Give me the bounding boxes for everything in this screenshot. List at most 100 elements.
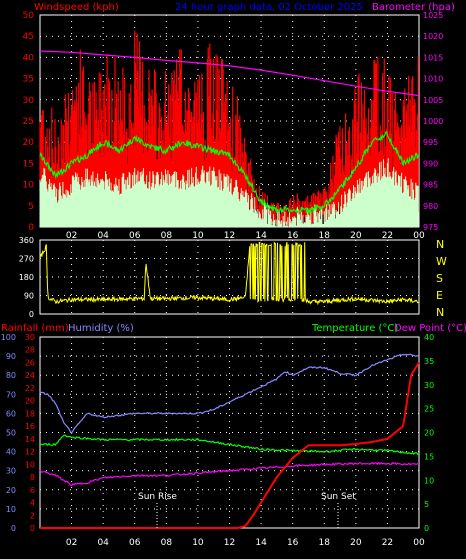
rainfall-tick-label: 18 bbox=[25, 409, 35, 418]
x-tick-label-bottom: 14 bbox=[255, 538, 267, 548]
x-tick-label-top: 20 bbox=[350, 231, 362, 241]
windspeed-tick-label: 10 bbox=[23, 181, 35, 191]
barometer-tick-label: 980 bbox=[423, 202, 438, 211]
rainfall-tick-label: 0 bbox=[30, 524, 35, 533]
temperature-tick-label: 5 bbox=[424, 500, 429, 509]
barometer-tick-label: 1025 bbox=[423, 11, 443, 20]
humidity-tick-label: 70 bbox=[6, 390, 16, 399]
rainfall-tick-label: 6 bbox=[30, 486, 35, 495]
rainfall-tick-label: 26 bbox=[25, 358, 35, 367]
windspeed-tick-label: 20 bbox=[23, 138, 35, 148]
x-tick-label-top: 10 bbox=[192, 231, 204, 241]
rainfall-tick-label: 24 bbox=[25, 371, 35, 380]
rainfall-axis-title: Rainfall (mm) bbox=[1, 323, 69, 334]
barometer-tick-label: 1015 bbox=[423, 53, 443, 62]
humidity-tick-label: 20 bbox=[6, 486, 16, 495]
humidity-axis-title: Humidity (%) bbox=[68, 323, 134, 334]
humidity-tick-label: 40 bbox=[6, 448, 16, 457]
direction-tick-label: 270 bbox=[19, 255, 34, 264]
compass-w: W bbox=[436, 255, 447, 268]
barometer-series bbox=[39, 50, 420, 97]
windspeed-tick-label: 45 bbox=[23, 32, 34, 42]
x-tick-label-bottom: 00 bbox=[413, 538, 425, 548]
temperature-tick-label: 20 bbox=[424, 429, 434, 438]
temperature-series bbox=[40, 434, 420, 456]
windspeed-gust-avg-series bbox=[39, 130, 419, 215]
barometer-axis-title: Barometer (hpa) bbox=[372, 2, 455, 13]
x-tick-label-top: 18 bbox=[319, 231, 331, 241]
humidity-tick-label: 100 bbox=[1, 333, 16, 342]
humidity-series bbox=[39, 353, 420, 434]
windspeed-axis-title: Windspeed (kph) bbox=[34, 2, 119, 13]
x-tick-label-bottom: 12 bbox=[224, 538, 235, 548]
x-tick-label-top: 00 bbox=[413, 231, 425, 241]
rainfall-tick-label: 12 bbox=[25, 448, 35, 457]
windspeed-avg-series bbox=[39, 158, 419, 227]
barometer-tick-label: 1020 bbox=[423, 32, 443, 41]
barometer-tick-label: 1000 bbox=[423, 117, 443, 126]
temperature-tick-label: 10 bbox=[424, 476, 434, 485]
rainfall-tick-label: 16 bbox=[25, 422, 35, 431]
x-tick-label-top: 16 bbox=[287, 231, 299, 241]
dewpoint-axis-title: Dew Point (°C) bbox=[394, 323, 466, 334]
rainfall-tick-label: 30 bbox=[25, 333, 35, 342]
x-tick-label-bottom: 20 bbox=[350, 538, 362, 548]
rainfall-tick-label: 20 bbox=[25, 397, 35, 406]
rainfall-series bbox=[40, 361, 420, 529]
rainfall-tick-label: 14 bbox=[25, 435, 35, 444]
compass-s: S bbox=[436, 272, 443, 285]
dewpoint-series bbox=[39, 461, 420, 487]
x-tick-label-top: 04 bbox=[97, 231, 109, 241]
windspeed-tick-label: 35 bbox=[23, 75, 34, 85]
barometer-tick-label: 975 bbox=[423, 223, 438, 232]
humidity-tick-label: 10 bbox=[6, 505, 16, 514]
windspeed-tick-label: 50 bbox=[23, 11, 35, 21]
temperature-tick-label: 0 bbox=[424, 524, 429, 533]
chart-title: 24 hour graph data, 02 October 2025 bbox=[175, 2, 363, 13]
rainfall-tick-label: 28 bbox=[25, 346, 35, 355]
rainfall-tick-label: 2 bbox=[30, 511, 35, 520]
compass-e: E bbox=[436, 289, 443, 302]
x-tick-label-top: 06 bbox=[129, 231, 141, 241]
windspeed-tick-label: 40 bbox=[23, 53, 35, 63]
x-tick-label-top: 22 bbox=[382, 231, 393, 241]
compass-n-bottom: N bbox=[436, 306, 444, 319]
x-tick-label-bottom: 06 bbox=[129, 538, 141, 548]
x-tick-label-bottom: 02 bbox=[66, 538, 77, 548]
x-tick-label-bottom: 10 bbox=[192, 538, 204, 548]
direction-series bbox=[39, 241, 420, 306]
windspeed-tick-label: 0 bbox=[28, 223, 34, 233]
humidity-tick-label: 30 bbox=[6, 467, 16, 476]
rainfall-tick-label: 8 bbox=[30, 473, 35, 482]
barometer-tick-label: 995 bbox=[423, 138, 438, 147]
barometer-tick-label: 1005 bbox=[423, 96, 443, 105]
humidity-tick-label: 0 bbox=[11, 524, 16, 533]
humidity-tick-label: 50 bbox=[6, 429, 16, 438]
rainfall-tick-label: 10 bbox=[25, 460, 35, 469]
rainfall-tick-label: 22 bbox=[25, 384, 35, 393]
x-tick-label-bottom: 18 bbox=[319, 538, 331, 548]
x-tick-label-bottom: 16 bbox=[287, 538, 299, 548]
x-tick-label-top: 14 bbox=[255, 231, 267, 241]
temperature-tick-label: 25 bbox=[424, 405, 434, 414]
temperature-tick-label: 15 bbox=[424, 452, 434, 461]
x-tick-label-top: 08 bbox=[161, 231, 173, 241]
direction-tick-label: 0 bbox=[29, 310, 34, 319]
compass-n-top: N bbox=[436, 238, 444, 251]
temperature-tick-label: 35 bbox=[424, 357, 434, 366]
windspeed-tick-label: 25 bbox=[23, 117, 34, 127]
direction-tick-label: 90 bbox=[24, 292, 34, 301]
windspeed-tick-label: 15 bbox=[23, 159, 34, 169]
humidity-tick-label: 90 bbox=[6, 352, 16, 361]
x-tick-label-bottom: 22 bbox=[382, 538, 393, 548]
barometer-tick-label: 985 bbox=[423, 181, 438, 190]
x-tick-label-top: 02 bbox=[66, 231, 77, 241]
x-tick-label-top: 12 bbox=[224, 231, 235, 241]
direction-tick-label: 360 bbox=[19, 236, 34, 245]
sunset-label: Sun Set bbox=[321, 492, 356, 502]
direction-tick-label: 180 bbox=[19, 273, 34, 282]
temperature-tick-label: 40 bbox=[424, 333, 434, 342]
windspeed-tick-label: 30 bbox=[23, 96, 35, 106]
windspeed-tick-label: 5 bbox=[28, 202, 34, 212]
